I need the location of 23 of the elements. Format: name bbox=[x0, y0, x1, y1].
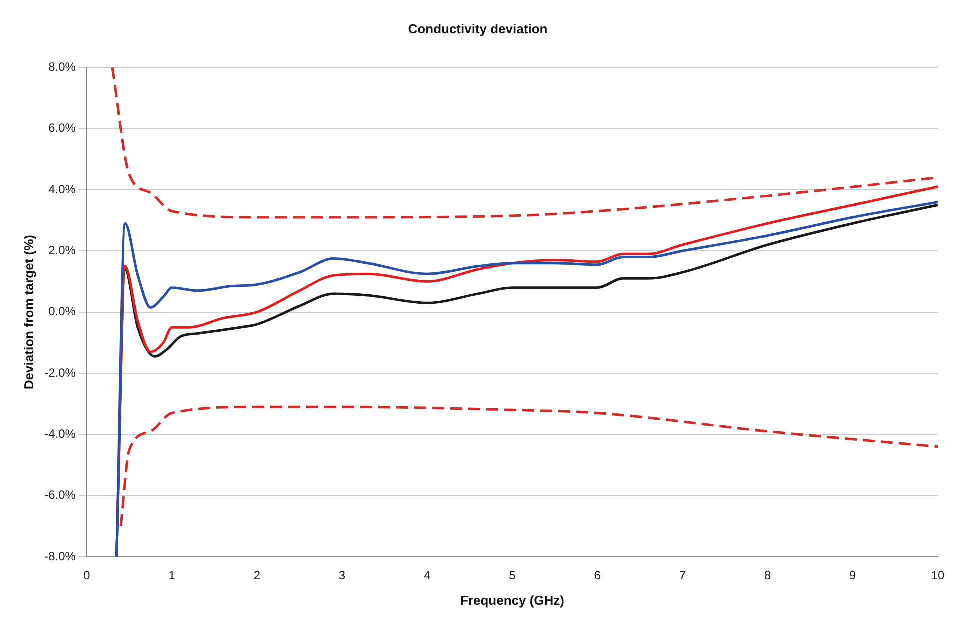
y-tick-label: -4.0% bbox=[44, 426, 76, 441]
y-tick-label: 8.0% bbox=[48, 60, 76, 74]
x-tick-label: 9 bbox=[850, 568, 857, 583]
x-tick-label: 8 bbox=[764, 568, 772, 583]
y-tick-label: -8.0% bbox=[44, 549, 76, 564]
x-tick-label: 6 bbox=[594, 568, 602, 583]
x-tick-label: 5 bbox=[509, 568, 516, 583]
y-tick-label: 2.0% bbox=[48, 243, 76, 258]
x-tick-label: 3 bbox=[338, 568, 346, 583]
x-tick-label: 2 bbox=[254, 568, 261, 583]
x-tick-label: 10 bbox=[931, 568, 945, 583]
y-tick-label: -6.0% bbox=[44, 488, 76, 502]
x-tick-label: 7 bbox=[679, 568, 686, 583]
y-tick-label: -2.0% bbox=[44, 366, 76, 380]
x-tick-label: 1 bbox=[168, 568, 176, 583]
y-tick-label: 4.0% bbox=[48, 182, 76, 196]
x-tick-label: 0 bbox=[84, 568, 91, 583]
y-tick-label: 0.0% bbox=[48, 304, 76, 319]
y-tick-label: 6.0% bbox=[48, 121, 76, 136]
chart-title: Conductivity deviation bbox=[408, 21, 548, 36]
y-axis-title: Deviation from target (%) bbox=[21, 235, 36, 390]
x-tick-label: 4 bbox=[424, 568, 432, 583]
x-axis-title: Frequency (GHz) bbox=[460, 592, 564, 608]
